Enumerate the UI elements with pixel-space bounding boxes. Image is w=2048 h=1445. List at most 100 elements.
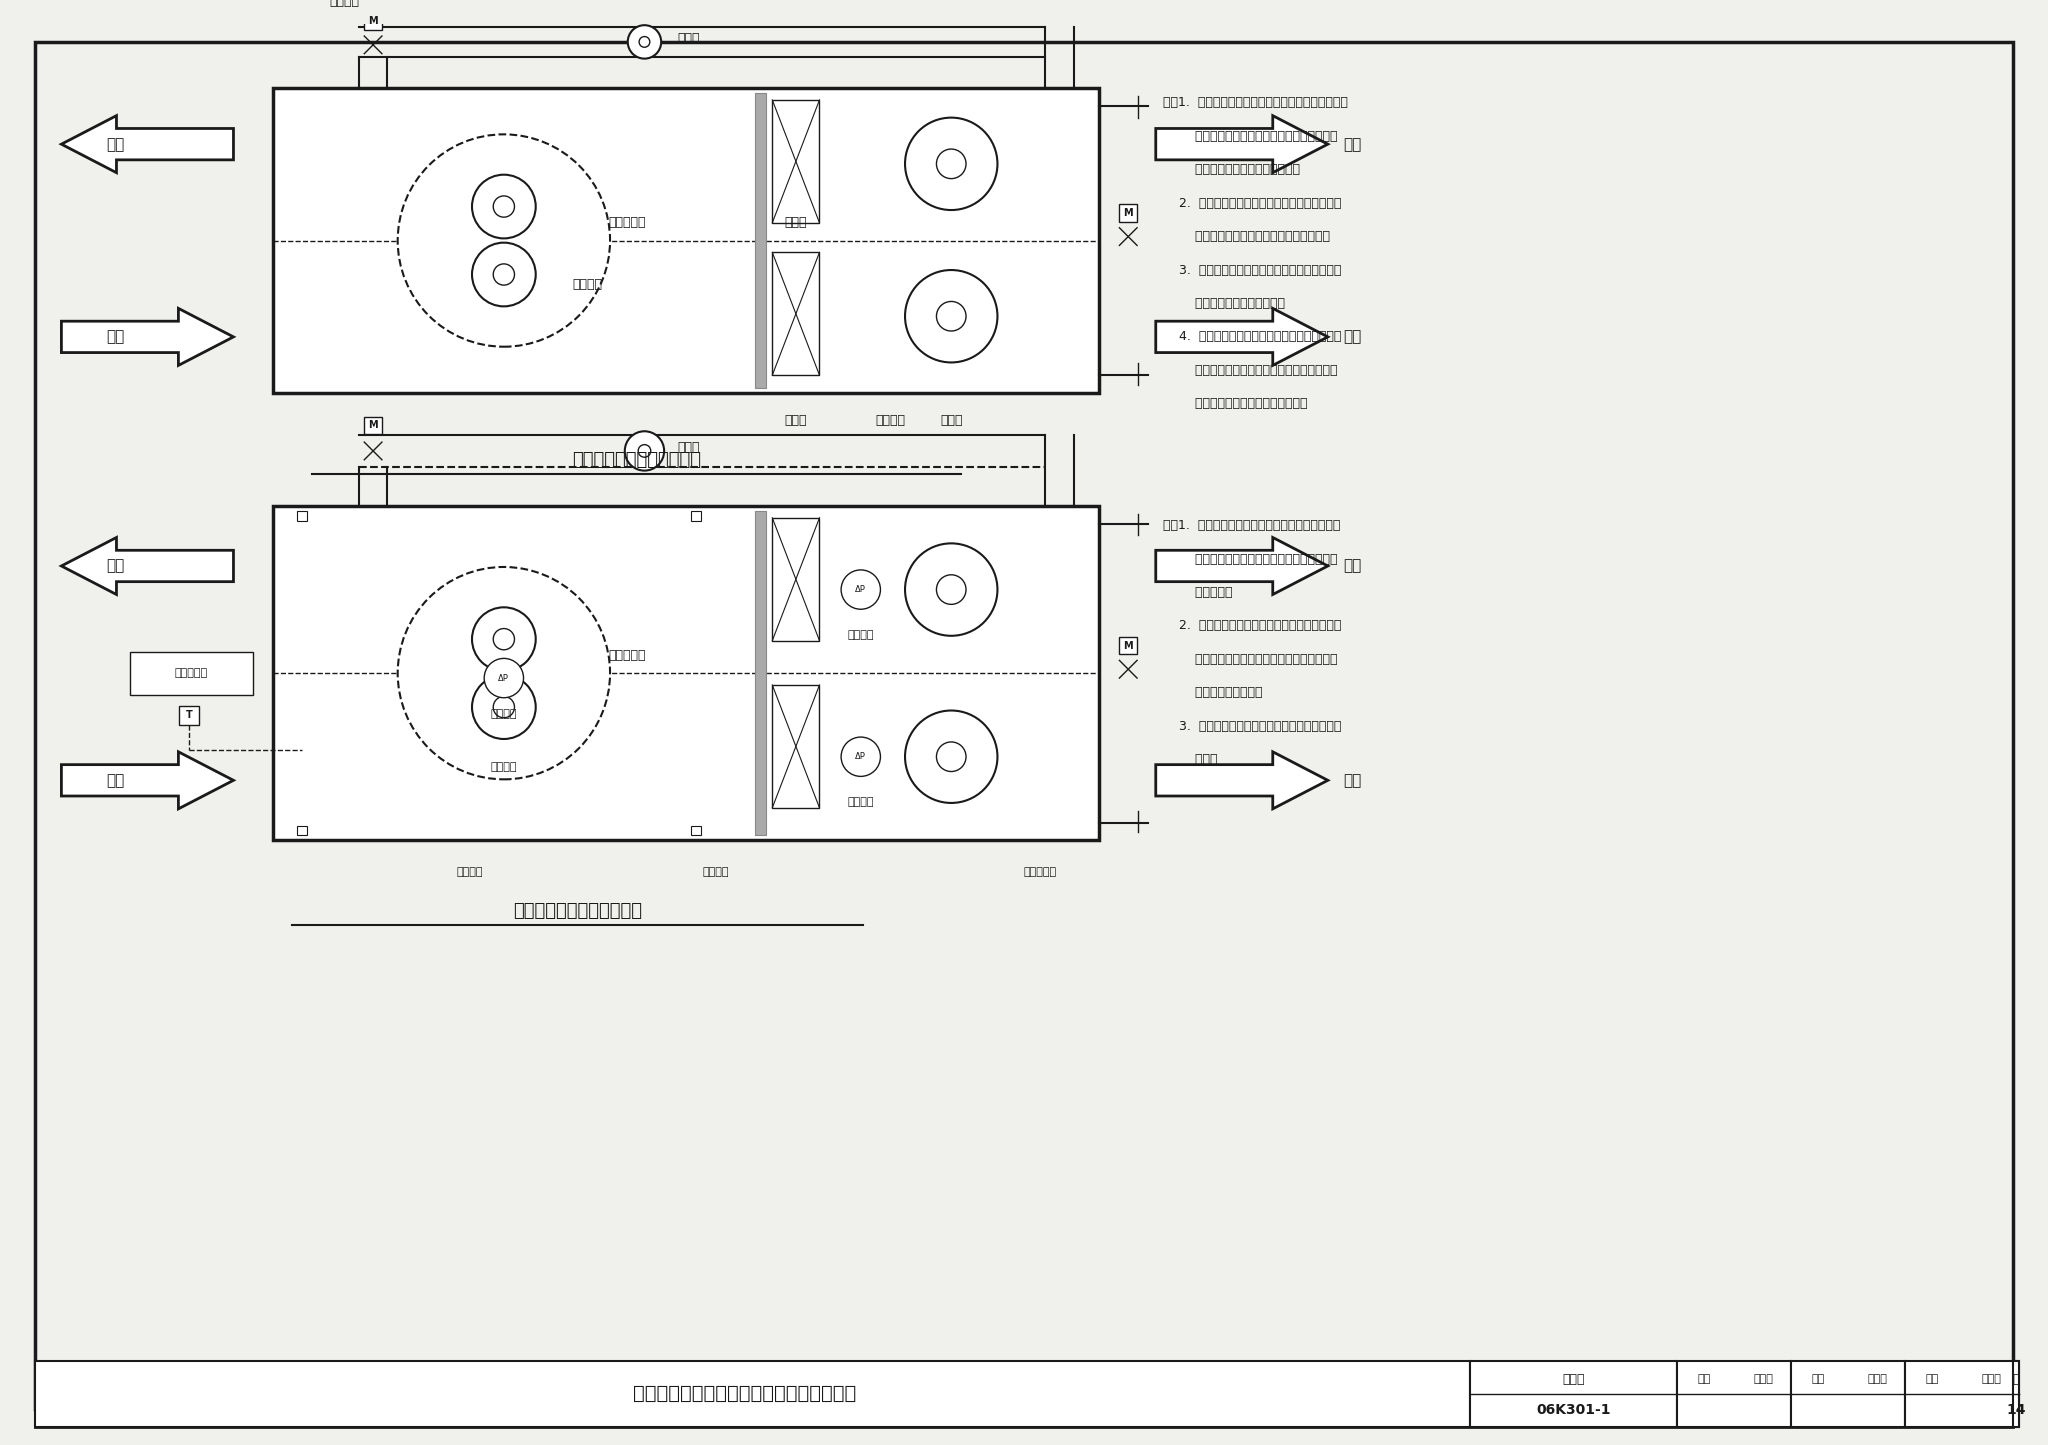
Bar bbox=[272, 506, 1098, 841]
Text: 排风: 排风 bbox=[106, 137, 125, 152]
Text: 过滤器: 过滤器 bbox=[784, 413, 807, 426]
Bar bbox=[365, 13, 381, 30]
Text: 压差报警: 压差报警 bbox=[492, 709, 516, 720]
Bar bbox=[1120, 637, 1137, 655]
Text: M: M bbox=[1124, 640, 1133, 650]
Text: 殷德刚: 殷德刚 bbox=[1982, 1374, 2001, 1384]
Text: ΔP: ΔP bbox=[856, 753, 866, 762]
Text: 2.  夏热冬暖地区、温和地区以及系统不会霜冻: 2. 夏热冬暖地区、温和地区以及系统不会霜冻 bbox=[1163, 197, 1341, 210]
Circle shape bbox=[936, 575, 967, 604]
Text: 带旁通系统流程图、控制原理图（转轮式）: 带旁通系统流程图、控制原理图（转轮式） bbox=[633, 1384, 856, 1403]
Text: 束长辉: 束长辉 bbox=[1868, 1374, 1888, 1384]
Text: 总管时，旁通管可不设过滤器。: 总管时，旁通管可不设过滤器。 bbox=[1163, 163, 1300, 176]
Circle shape bbox=[639, 36, 649, 48]
Text: 选择使用。: 选择使用。 bbox=[1163, 587, 1233, 600]
Text: 过滤器: 过滤器 bbox=[784, 217, 807, 230]
Text: 审核: 审核 bbox=[1698, 1374, 1710, 1384]
Polygon shape bbox=[1155, 751, 1327, 809]
Text: 旁通控制器: 旁通控制器 bbox=[1024, 867, 1057, 877]
Bar bbox=[365, 416, 381, 435]
Text: 图集号: 图集号 bbox=[1563, 1373, 1585, 1386]
Bar bbox=[754, 512, 766, 835]
Bar bbox=[690, 825, 700, 835]
Bar bbox=[297, 512, 307, 520]
Bar bbox=[1677, 1361, 1790, 1428]
Circle shape bbox=[494, 696, 514, 718]
Text: 选择使用。防霜冻控制器根据各地气候条件: 选择使用。防霜冻控制器根据各地气候条件 bbox=[1163, 552, 1337, 565]
Text: 转轮式新风换气控制原理图: 转轮式新风换气控制原理图 bbox=[514, 902, 643, 920]
Circle shape bbox=[905, 270, 997, 363]
Text: 排风温度低于设定值时自动关闭风阀、送、: 排风温度低于设定值时自动关闭风阀、送、 bbox=[1163, 653, 1337, 666]
Text: 送风机: 送风机 bbox=[940, 413, 963, 426]
Text: 排风机及转轮电机。: 排风机及转轮电机。 bbox=[1163, 686, 1262, 699]
Text: 压差报警: 压差报警 bbox=[848, 798, 874, 806]
Bar bbox=[754, 92, 766, 389]
Circle shape bbox=[936, 302, 967, 331]
Bar bbox=[772, 517, 819, 640]
Text: 压差报警: 压差报警 bbox=[492, 762, 516, 772]
Text: M: M bbox=[369, 16, 379, 26]
Circle shape bbox=[905, 711, 997, 803]
Text: 新风换气机: 新风换气机 bbox=[608, 217, 645, 230]
Bar bbox=[35, 1361, 1470, 1428]
Circle shape bbox=[936, 741, 967, 772]
Text: 排风: 排风 bbox=[1343, 558, 1362, 574]
Circle shape bbox=[625, 431, 664, 471]
Text: 新风换气机: 新风换气机 bbox=[608, 649, 645, 662]
Circle shape bbox=[471, 607, 537, 670]
Text: 页: 页 bbox=[2013, 1373, 2019, 1386]
Text: 李远学: 李远学 bbox=[1753, 1374, 1774, 1384]
Bar bbox=[180, 705, 199, 725]
Text: 送风: 送风 bbox=[1343, 329, 1362, 344]
Text: 设计: 设计 bbox=[1925, 1374, 1939, 1384]
Text: 供冷时，不配置旁通风管。: 供冷时，不配置旁通风管。 bbox=[1163, 298, 1284, 309]
Text: 防冻控制器: 防冻控制器 bbox=[174, 668, 207, 678]
Circle shape bbox=[842, 569, 881, 610]
Text: 开启。: 开启。 bbox=[1163, 753, 1217, 766]
Bar bbox=[772, 685, 819, 808]
Circle shape bbox=[494, 264, 514, 285]
Polygon shape bbox=[61, 538, 233, 594]
Text: 注：1.  风机压差检测信号根据楼宇自控的整体要求: 注：1. 风机压差检测信号根据楼宇自控的整体要求 bbox=[1163, 519, 1339, 532]
Polygon shape bbox=[1155, 538, 1327, 594]
Polygon shape bbox=[1155, 116, 1327, 173]
Text: 排风: 排风 bbox=[106, 558, 125, 574]
Bar bbox=[297, 825, 307, 835]
Text: 新风: 新风 bbox=[106, 773, 125, 788]
Bar bbox=[690, 512, 700, 520]
Text: 压差报警: 压差报警 bbox=[457, 867, 483, 877]
Circle shape bbox=[483, 659, 524, 698]
Polygon shape bbox=[61, 308, 233, 366]
Text: 排风机: 排风机 bbox=[678, 441, 700, 454]
Text: 压差报警: 压差报警 bbox=[702, 867, 729, 877]
Circle shape bbox=[905, 543, 997, 636]
Text: 注：1.  排风比较干净、不会污染换热器时，排风入口: 注：1. 排风比较干净、不会污染换热器时，排风入口 bbox=[1163, 97, 1348, 110]
Bar bbox=[772, 253, 819, 376]
Bar bbox=[1905, 1361, 2019, 1428]
Text: 时应计算，排风量是否满足需求。: 时应计算，排风量是否满足需求。 bbox=[1163, 397, 1307, 410]
Circle shape bbox=[639, 445, 651, 457]
Text: 2.  开关风阀与送排风机、转轮电机联锁开启。: 2. 开关风阀与送排风机、转轮电机联锁开启。 bbox=[1163, 620, 1341, 633]
Circle shape bbox=[494, 629, 514, 650]
Circle shape bbox=[494, 197, 514, 217]
Text: 旁通风阀: 旁通风阀 bbox=[330, 0, 360, 9]
Text: 启旁通排风机和新风换气机内的送风机。此: 启旁通排风机和新风换气机内的送风机。此 bbox=[1163, 364, 1337, 377]
Text: 转轮电机: 转轮电机 bbox=[573, 279, 602, 292]
Bar bbox=[272, 88, 1098, 393]
Text: 3.  通过比较室内、外空气的焓差控制旁通阀的: 3. 通过比较室内、外空气的焓差控制旁通阀的 bbox=[1163, 720, 1341, 733]
Text: 送风: 送风 bbox=[1343, 773, 1362, 788]
Text: 排风: 排风 bbox=[1343, 137, 1362, 152]
Polygon shape bbox=[61, 751, 233, 809]
Text: 转轮式新风换气系统流程图: 转轮式新风换气系统流程图 bbox=[571, 451, 700, 468]
Circle shape bbox=[905, 117, 997, 210]
Text: 14: 14 bbox=[2007, 1403, 2025, 1416]
Bar bbox=[1470, 1361, 1677, 1428]
Circle shape bbox=[397, 566, 610, 779]
Text: 的地区，新风入口可不设开关联锁风阀。: 的地区，新风入口可不设开关联锁风阀。 bbox=[1163, 230, 1329, 243]
Text: M: M bbox=[369, 420, 379, 431]
Text: 可不设过滤器。外置过滤器设于新风、排风: 可不设过滤器。外置过滤器设于新风、排风 bbox=[1163, 130, 1337, 143]
Circle shape bbox=[397, 134, 610, 347]
Bar bbox=[1790, 1361, 1905, 1428]
Text: 校对: 校对 bbox=[1812, 1374, 1825, 1384]
Text: M: M bbox=[1124, 208, 1133, 218]
